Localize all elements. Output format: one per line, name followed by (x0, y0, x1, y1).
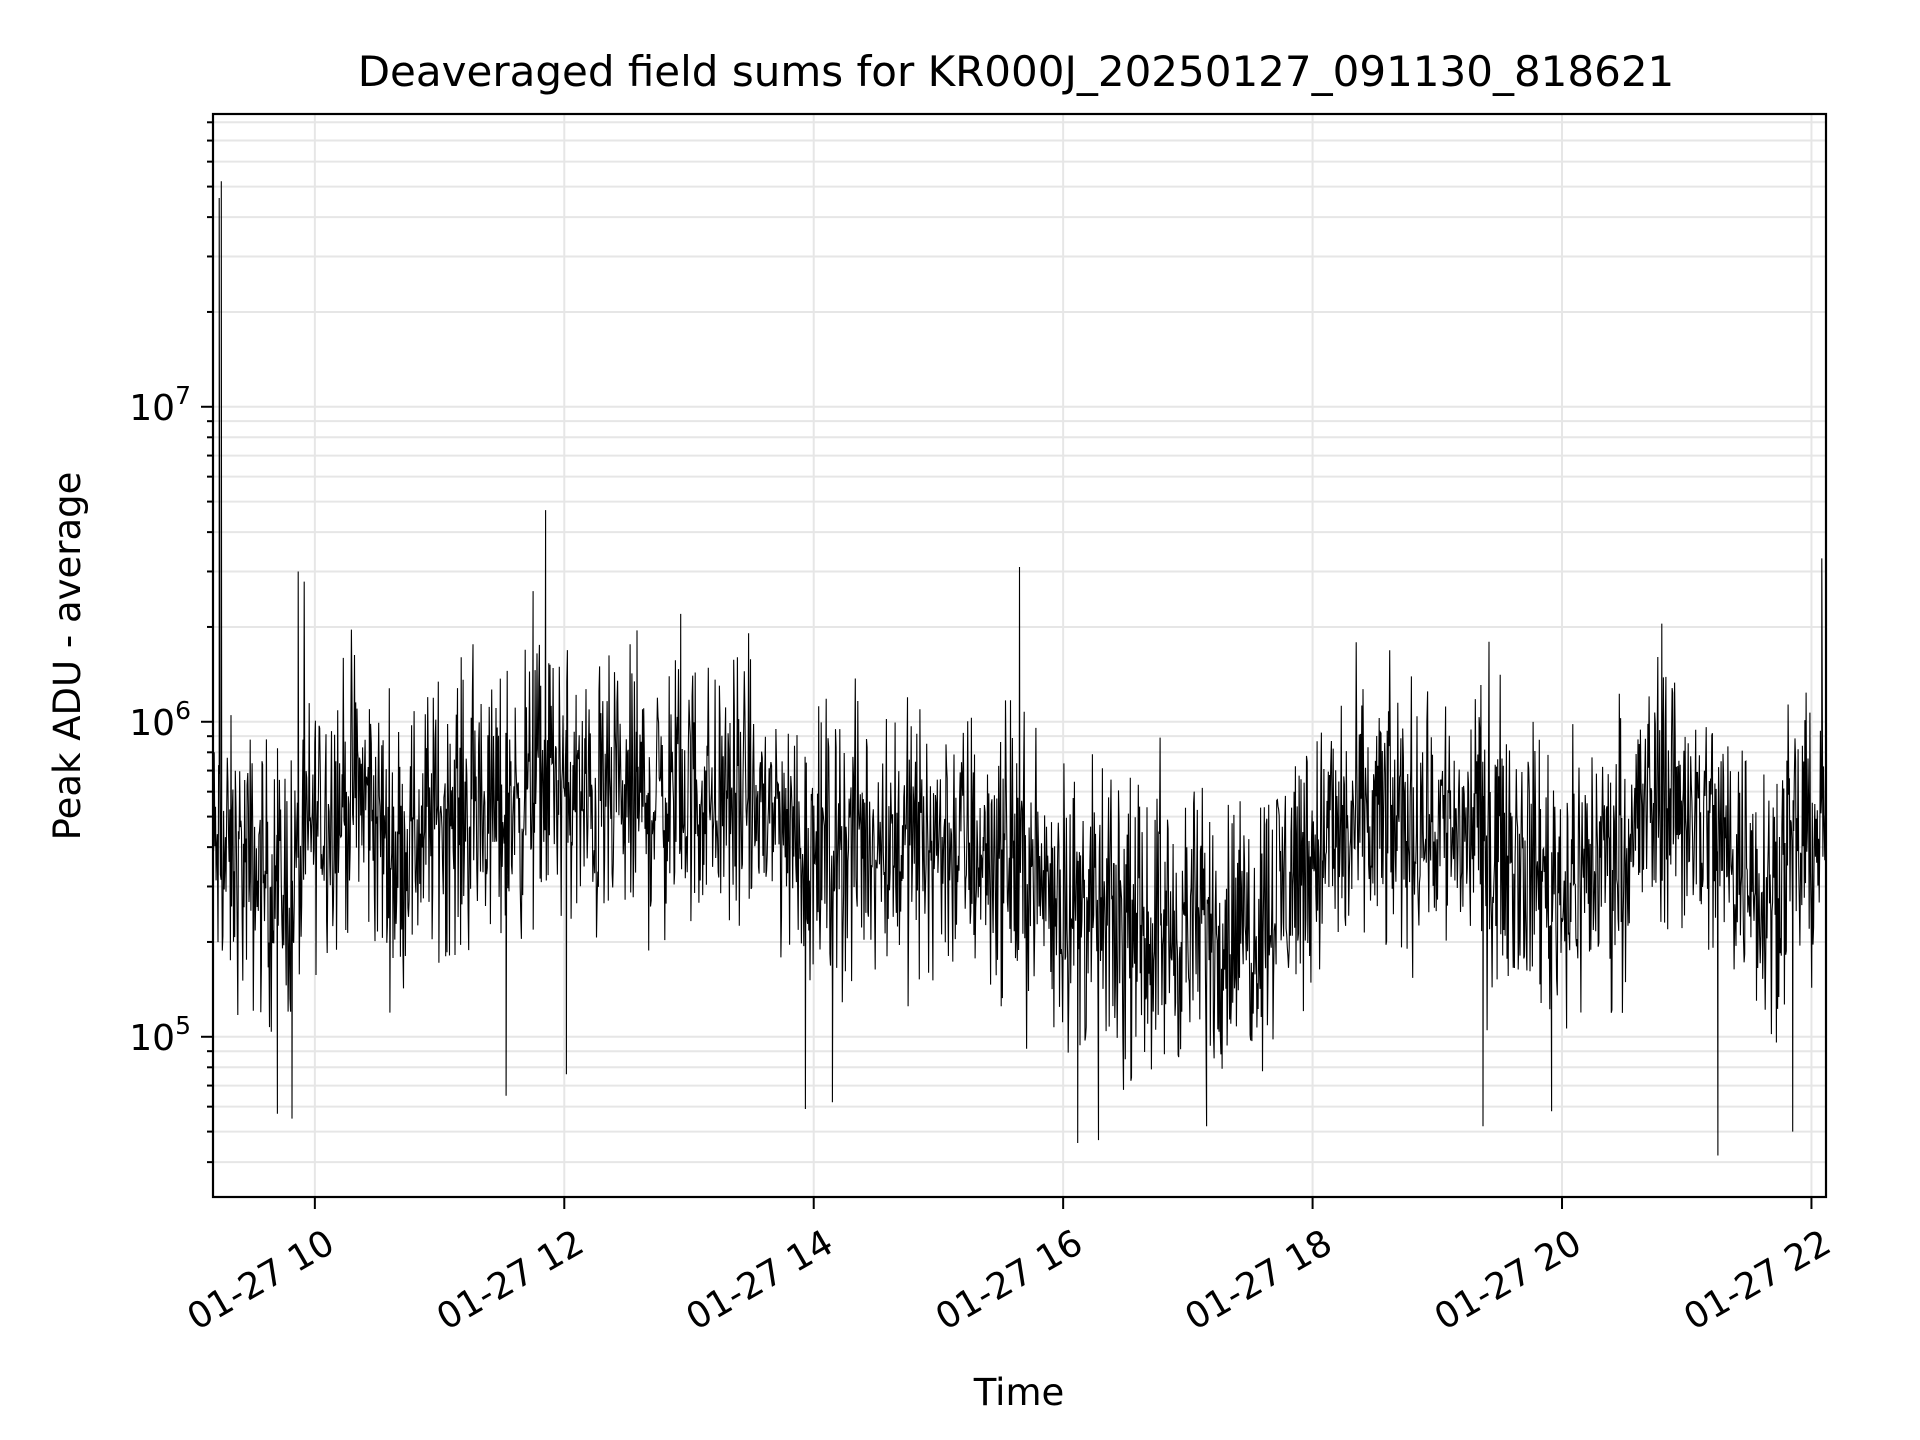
y-tick-exponent: 6 (175, 696, 191, 725)
x-axis-label: Time (973, 1371, 1065, 1414)
x-tick-label: 01-27 16 (929, 1222, 1090, 1338)
y-tick-exponent: 7 (175, 381, 191, 410)
y-tick-base: 10 (129, 703, 175, 744)
x-tick-label: 01-27 20 (1428, 1222, 1589, 1338)
y-tick-label: 107 (129, 381, 191, 429)
y-tick-label: 106 (129, 696, 191, 744)
axis-ticks: 01-27 10 01-27 12 01-27 14 01-27 16 01-27 18… (129, 121, 1838, 1339)
y-tick-exponent: 5 (175, 1011, 191, 1040)
y-axis-label: Peak ADU - average (46, 472, 89, 841)
chart-title: Deaveraged field sums for KR000J_2025012… (358, 47, 1675, 96)
plot-frame (211, 112, 1828, 1199)
y-tick-label: 105 (129, 1011, 191, 1059)
x-tick-label: 01-27 22 (1677, 1222, 1838, 1338)
y-tick-base: 10 (129, 388, 175, 429)
series-line (212, 181, 1827, 1156)
x-tick-label: 01-27 12 (430, 1222, 591, 1338)
x-tick-label: 01-27 10 (181, 1222, 342, 1338)
x-tick-label: 01-27 18 (1178, 1222, 1339, 1338)
y-tick-base: 10 (129, 1018, 175, 1059)
x-tick-label: 01-27 14 (680, 1222, 841, 1338)
